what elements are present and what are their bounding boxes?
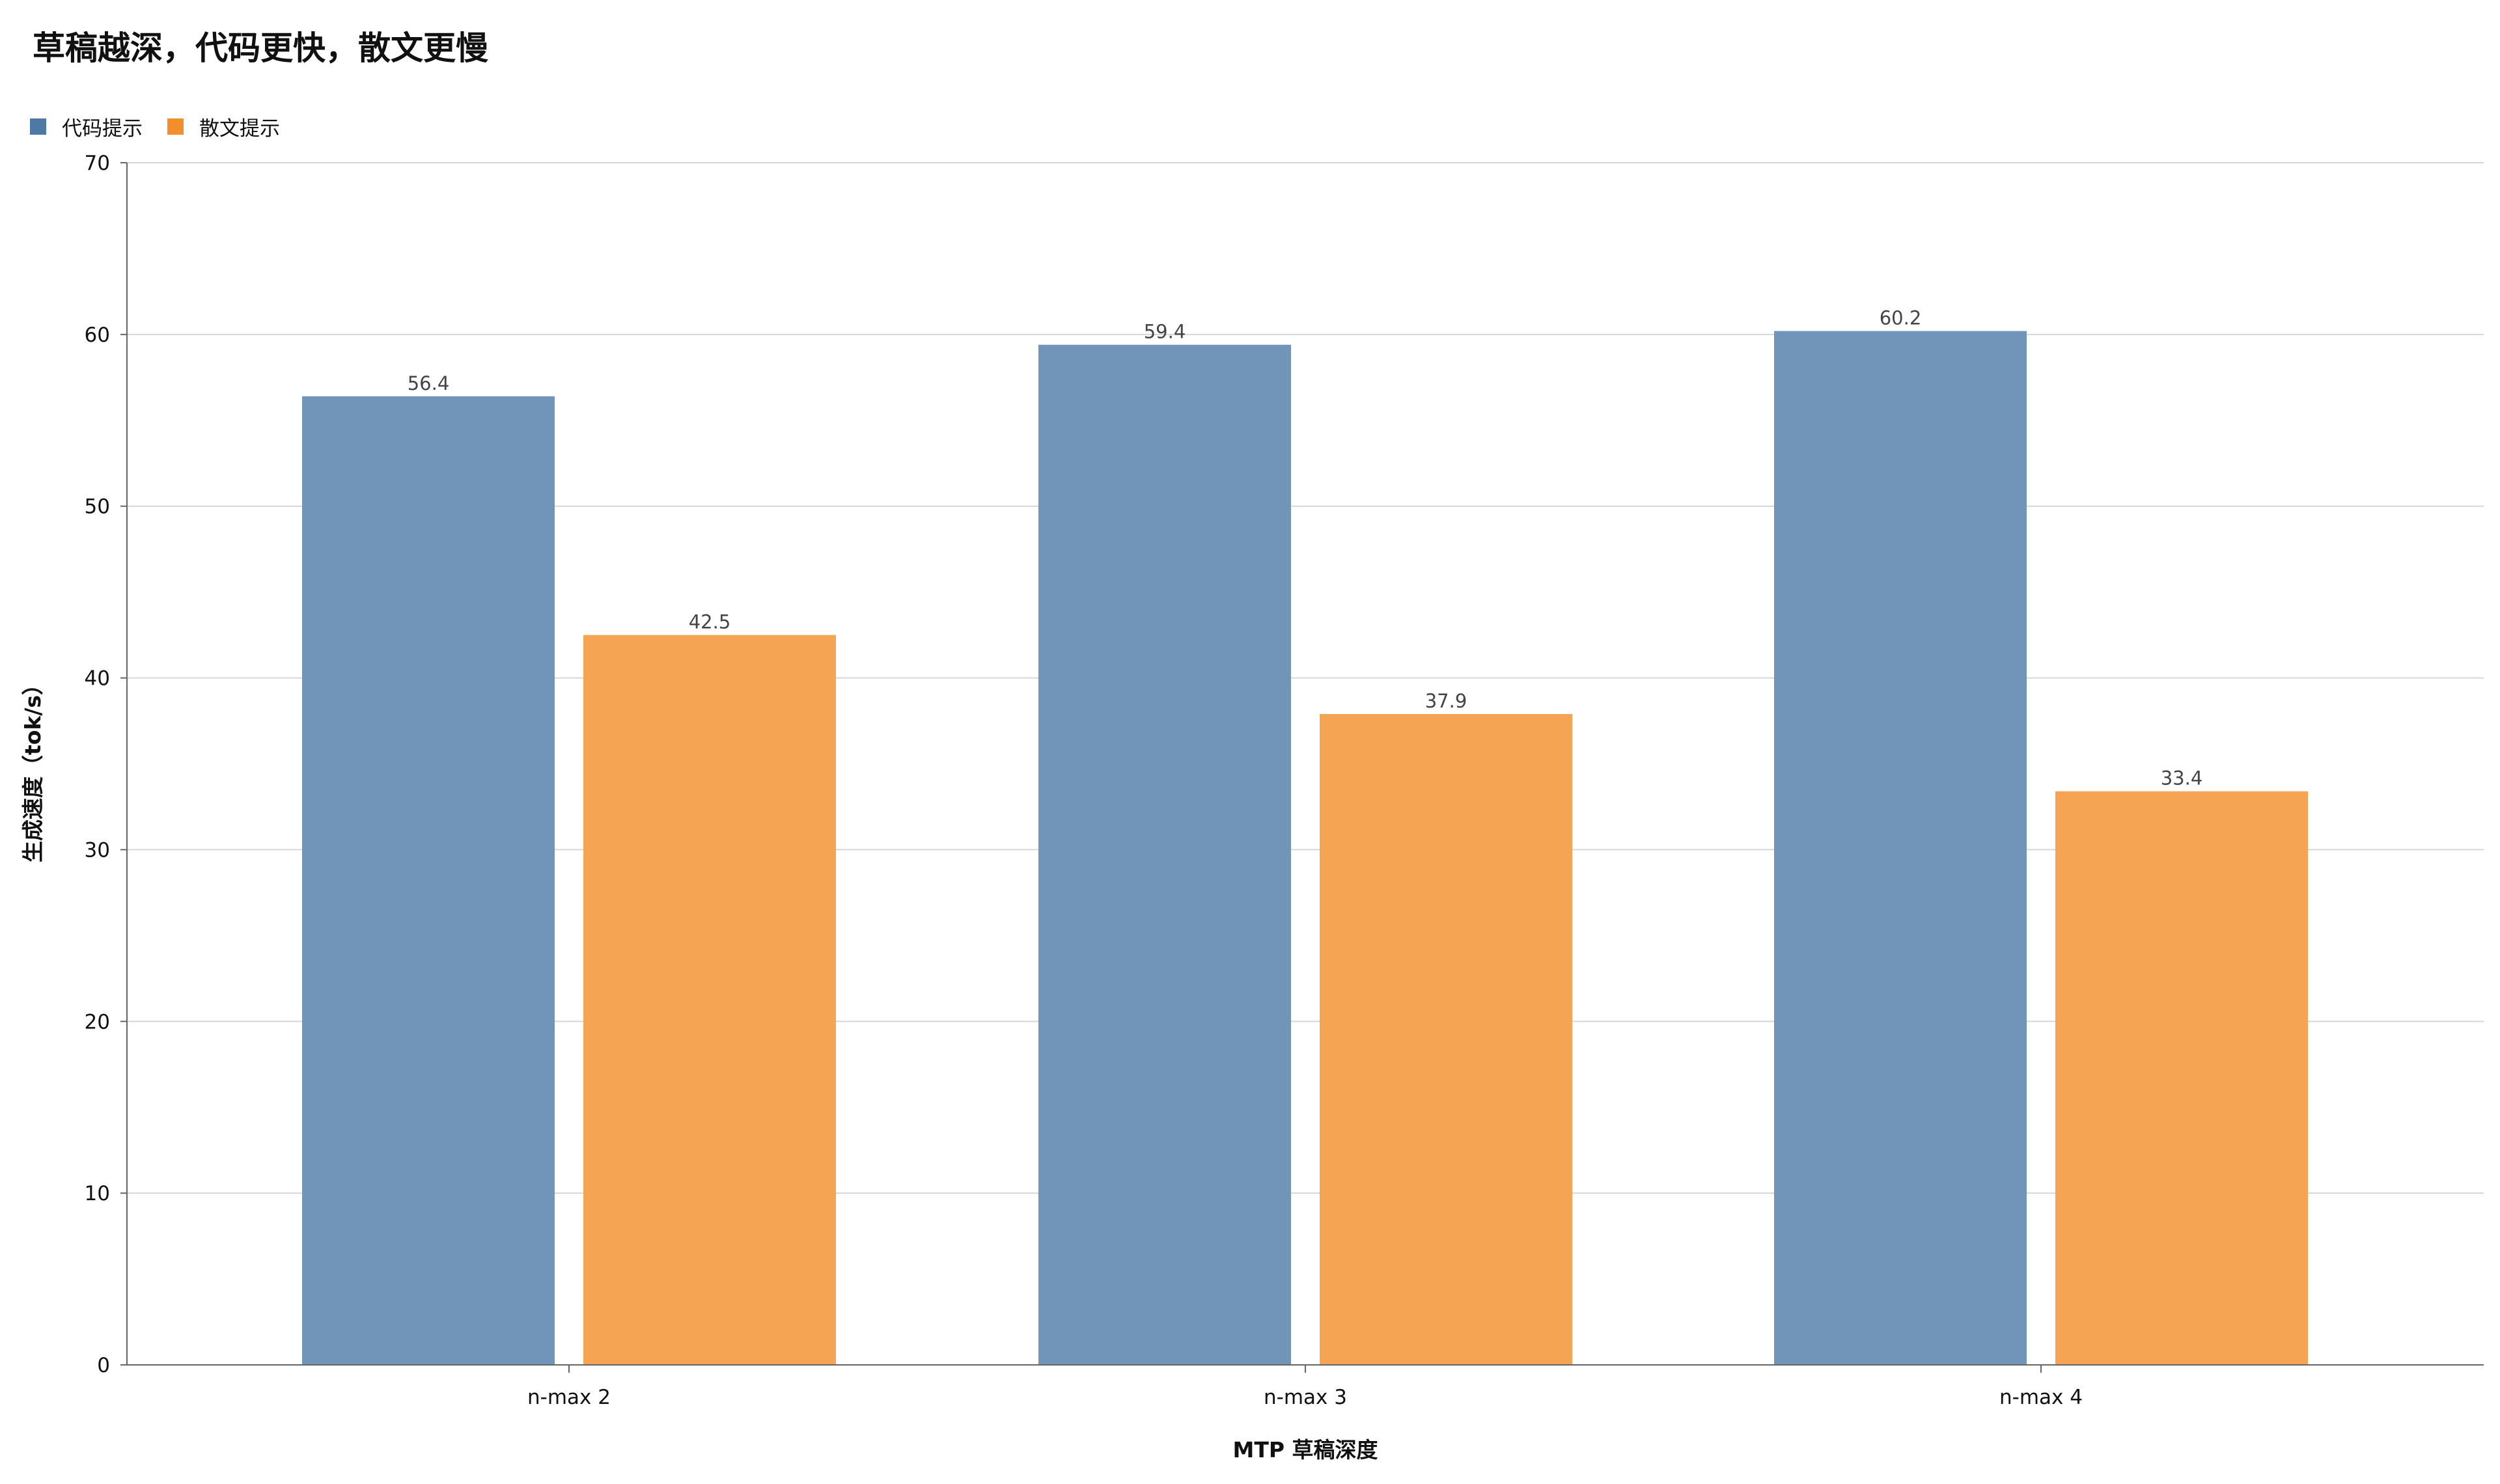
bars [302, 331, 2308, 1366]
y-tick-label: 60 [85, 323, 110, 347]
legend-label-prose: 散文提示 [199, 117, 280, 141]
bar [1320, 713, 1572, 1365]
y-tick-label: 40 [85, 667, 110, 691]
y-tick-label: 10 [85, 1182, 110, 1205]
labels: 0 10 20 30 40 50 60 70 56.4 42.5 n-max 2 59.4 37.9 n-… [85, 152, 2203, 1409]
bar-value-label: 56.4 [408, 372, 450, 394]
y-tick-label: 70 [85, 152, 110, 175]
y-tick-label: 20 [85, 1010, 110, 1034]
bar-value-label: 59.4 [1144, 321, 1186, 343]
axes [120, 162, 2484, 1373]
bar [1038, 344, 1291, 1365]
legend: 代码提示 散文提示 [30, 112, 305, 141]
bar-value-label: 33.4 [2161, 767, 2203, 790]
bar [1774, 331, 2027, 1366]
legend-swatch-prose [167, 118, 184, 135]
x-tick-label: n-max 2 [527, 1386, 611, 1409]
x-tick-label: n-max 3 [1264, 1386, 1347, 1409]
legend-item-prose: 散文提示 [167, 112, 280, 141]
chart-title: 草稿越深，代码更快，散文更慢 [33, 29, 488, 67]
legend-label-code: 代码提示 [62, 117, 143, 141]
bar-value-label: 60.2 [1880, 307, 1922, 329]
legend-swatch-code [30, 118, 46, 135]
x-tick-label: n-max 4 [1999, 1386, 2083, 1409]
bar [583, 635, 836, 1365]
bar-value-label: 42.5 [689, 611, 731, 633]
y-tick-label: 0 [97, 1354, 110, 1377]
legend-item-code: 代码提示 [30, 112, 143, 141]
x-axis-title: MTP 草稿深度 [1232, 1437, 1378, 1463]
y-axis-title: 生成速度（tok/s） [20, 674, 46, 862]
y-tick-label: 50 [85, 495, 110, 519]
bar-value-label: 37.9 [1425, 690, 1467, 712]
bar [2055, 791, 2308, 1365]
bar [302, 396, 555, 1365]
y-tick-label: 30 [85, 838, 110, 862]
